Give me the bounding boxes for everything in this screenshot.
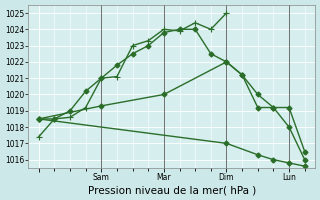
X-axis label: Pression niveau de la mer( hPa ): Pression niveau de la mer( hPa ) [88,185,256,195]
